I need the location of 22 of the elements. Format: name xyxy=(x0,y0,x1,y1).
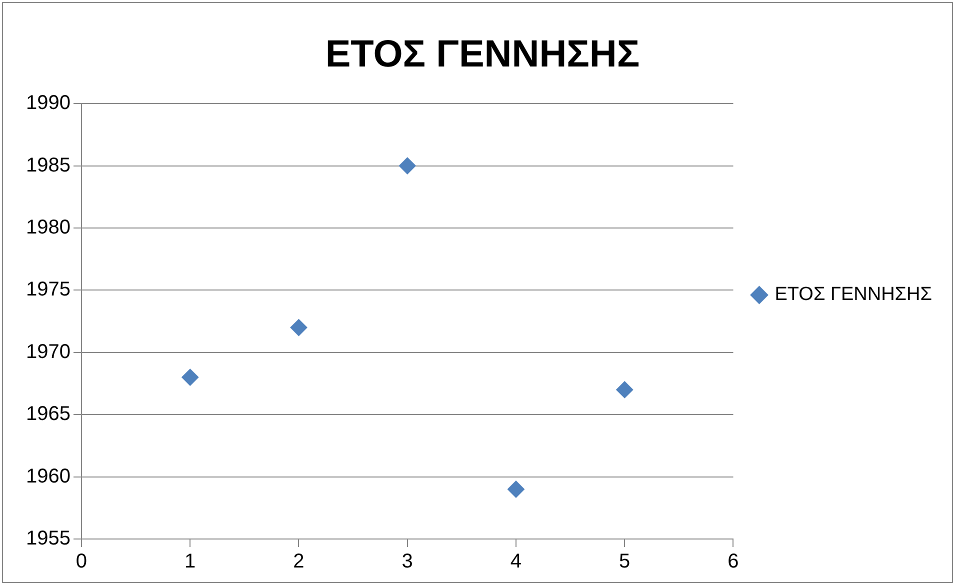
x-tick-label: 4 xyxy=(510,550,522,573)
x-tick-label: 1 xyxy=(184,550,196,573)
y-tick-label: 1990 xyxy=(26,92,70,114)
x-tick-label: 2 xyxy=(293,550,304,573)
x-tick-label: 6 xyxy=(728,550,739,573)
point xyxy=(398,157,416,174)
y-tick-label: 1980 xyxy=(26,216,70,239)
y-tick-label: 1975 xyxy=(26,278,70,301)
x-tick-label: 3 xyxy=(402,550,413,573)
y-tick-label: 1960 xyxy=(26,465,70,488)
point xyxy=(507,480,524,498)
x-tick-label: 5 xyxy=(619,550,630,573)
chart-title: ΕΤΟΣ ΓΕΝΝΗΣΗΣ xyxy=(325,33,640,76)
y-tick-label: 1965 xyxy=(26,403,70,426)
point xyxy=(182,368,199,386)
y-tick-label: 1970 xyxy=(26,340,70,363)
point xyxy=(616,381,634,398)
point xyxy=(290,319,308,336)
legend-label: ΕΤΟΣ ΓΕΝΝΗΣΗΣ xyxy=(774,284,932,306)
x-tick-label: 0 xyxy=(76,550,88,573)
y-tick-label: 1955 xyxy=(26,528,70,550)
y-tick-label: 1985 xyxy=(26,154,70,176)
